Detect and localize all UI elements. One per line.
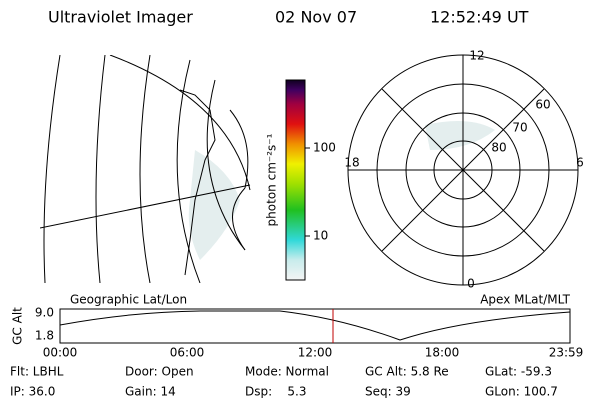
mlt-label: 6 xyxy=(576,156,584,170)
colorbar-tick-label: 100 xyxy=(313,141,336,155)
mlt-label: 0 xyxy=(467,277,475,291)
altitude-tick-label: 9.0 xyxy=(35,306,54,320)
mlat-label: 70 xyxy=(512,121,527,135)
title: Ultraviolet Imager xyxy=(48,8,193,27)
map-label: Geographic Lat/Lon xyxy=(70,293,187,307)
date: 02 Nov 07 xyxy=(275,8,357,27)
time-tick-label: 12:00 xyxy=(298,346,333,360)
info-field: Dsp: 5.3 xyxy=(245,385,307,399)
info-field: Gain: 14 xyxy=(125,385,176,399)
colorbar-tick-label: 10 xyxy=(313,229,328,243)
altitude-plot xyxy=(59,308,571,344)
time-tick-label: 06:00 xyxy=(170,346,205,360)
time-tick-label: 23:59 xyxy=(549,346,584,360)
time-tick-label: 00:00 xyxy=(43,346,78,360)
mlat-label: 80 xyxy=(491,141,506,155)
mlt-label: 12 xyxy=(469,49,484,63)
altitude-axis-label: GC Alt xyxy=(11,307,25,345)
info-field: Seq: 39 xyxy=(365,385,411,399)
time-tick-label: 18:00 xyxy=(425,346,460,360)
info-field: Door: Open xyxy=(125,365,194,379)
colorbar-label: photon cm⁻²s⁻¹ xyxy=(265,133,279,226)
mlat-label: 60 xyxy=(535,98,550,112)
polar-label: Apex MLat/MLT xyxy=(480,293,570,307)
geo-map xyxy=(40,55,251,283)
time: 12:52:49 UT xyxy=(430,8,529,27)
colorbar xyxy=(285,79,306,281)
altitude-tick-label: 1.8 xyxy=(35,329,54,343)
info-panel: Flt: LBHL Door: Open Mode: Normal GC Alt: 5… xyxy=(10,365,558,399)
info-field: Flt: LBHL xyxy=(10,365,64,379)
mlt-label: 18 xyxy=(344,156,359,170)
polar-grid xyxy=(347,54,579,286)
info-field: Mode: Normal xyxy=(245,365,329,379)
info-field: GLon: 100.7 xyxy=(485,385,558,399)
altitude-curve xyxy=(59,310,571,341)
info-field: GC Alt: 5.8 Re xyxy=(365,365,449,379)
info-field: GLat: -59.3 xyxy=(485,365,552,379)
info-field: IP: 36.0 xyxy=(10,385,55,399)
